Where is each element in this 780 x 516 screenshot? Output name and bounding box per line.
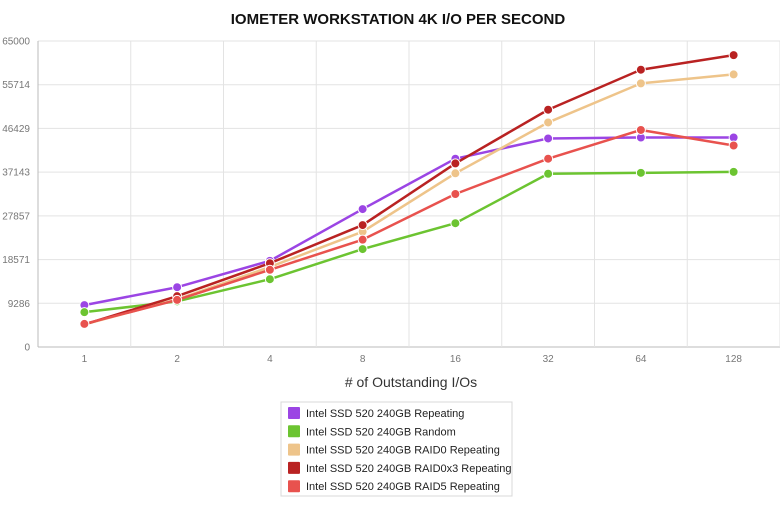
- data-point: [357, 244, 368, 255]
- data-point: [543, 168, 554, 179]
- y-tick-label: 9286: [8, 299, 31, 310]
- data-point: [543, 153, 554, 164]
- y-tick-label: 37143: [2, 168, 30, 179]
- data-point: [728, 69, 739, 80]
- data-point: [543, 104, 554, 115]
- x-tick-label: 2: [174, 354, 180, 365]
- data-point: [635, 124, 646, 135]
- legend-entry: Intel SSD 520 240GB Random: [306, 426, 456, 438]
- chart-title: IOMETER WORKSTATION 4K I/O PER SECOND: [231, 11, 566, 28]
- data-point: [450, 218, 461, 229]
- data-point: [450, 168, 461, 179]
- data-point: [450, 189, 461, 199]
- legend-swatch: [288, 461, 300, 474]
- data-point: [635, 64, 646, 75]
- data-point: [264, 264, 275, 275]
- series-line: [84, 53, 734, 326]
- x-axis-ticks: 1 2 4 8 16 32 64 128: [82, 354, 743, 365]
- data-point: [728, 50, 739, 61]
- y-axis-ticks: 0 9286 18571 27857 37143 46429 55714 65000: [2, 37, 30, 354]
- x-tick-label: 64: [635, 354, 647, 365]
- series-line: [84, 136, 734, 307]
- y-tick-label: 65000: [2, 37, 30, 48]
- x-tick-label: 32: [543, 354, 555, 365]
- data-point: [79, 307, 90, 318]
- legend-box: [280, 401, 513, 497]
- data-point: [79, 318, 90, 329]
- data-point: [357, 204, 368, 215]
- legend-entry: Intel SSD 520 240GB RAID0x3 Repeating: [306, 463, 511, 475]
- data-point: [450, 158, 461, 169]
- data-point: [172, 282, 183, 293]
- x-tick-label: 8: [360, 354, 366, 365]
- legend-entry: Intel SSD 520 240GB RAID0 Repeating: [306, 445, 500, 457]
- legend-entry: Intel SSD 520 240GB Repeating: [306, 408, 464, 420]
- y-tick-label: 18571: [2, 255, 30, 266]
- legend-entry: Intel SSD 520 240GB RAID5 Repeating: [306, 481, 500, 493]
- data-point: [172, 294, 183, 305]
- data-point: [357, 234, 368, 245]
- series-line: [84, 128, 734, 326]
- data-point: [728, 166, 739, 177]
- legend-swatch: [288, 443, 300, 456]
- x-tick-label: 128: [725, 354, 742, 365]
- legend-swatch: [288, 425, 300, 438]
- y-tick-label: 55714: [2, 80, 30, 91]
- data-point: [264, 274, 275, 285]
- x-tick-label: 1: [82, 354, 88, 365]
- legend-swatch: [288, 480, 300, 493]
- data-point: [728, 140, 739, 151]
- x-axis-label: # of Outstanding I/Os: [345, 374, 477, 390]
- legend: Intel SSD 520 240GB Repeating Intel SSD 5…: [280, 401, 513, 497]
- y-tick-label: 27857: [2, 211, 30, 222]
- legend-swatch: [288, 407, 300, 419]
- data-point: [357, 220, 368, 231]
- series-5: [79, 124, 739, 329]
- series-line: [84, 170, 734, 314]
- series-layer: [79, 50, 739, 330]
- y-tick-label: 46429: [2, 124, 30, 135]
- data-point: [543, 117, 554, 128]
- data-point: [635, 78, 646, 89]
- y-tick-label: 0: [24, 343, 30, 354]
- data-point: [543, 133, 554, 144]
- data-point: [635, 167, 646, 178]
- x-tick-label: 16: [450, 354, 462, 365]
- x-tick-label: 4: [267, 354, 273, 365]
